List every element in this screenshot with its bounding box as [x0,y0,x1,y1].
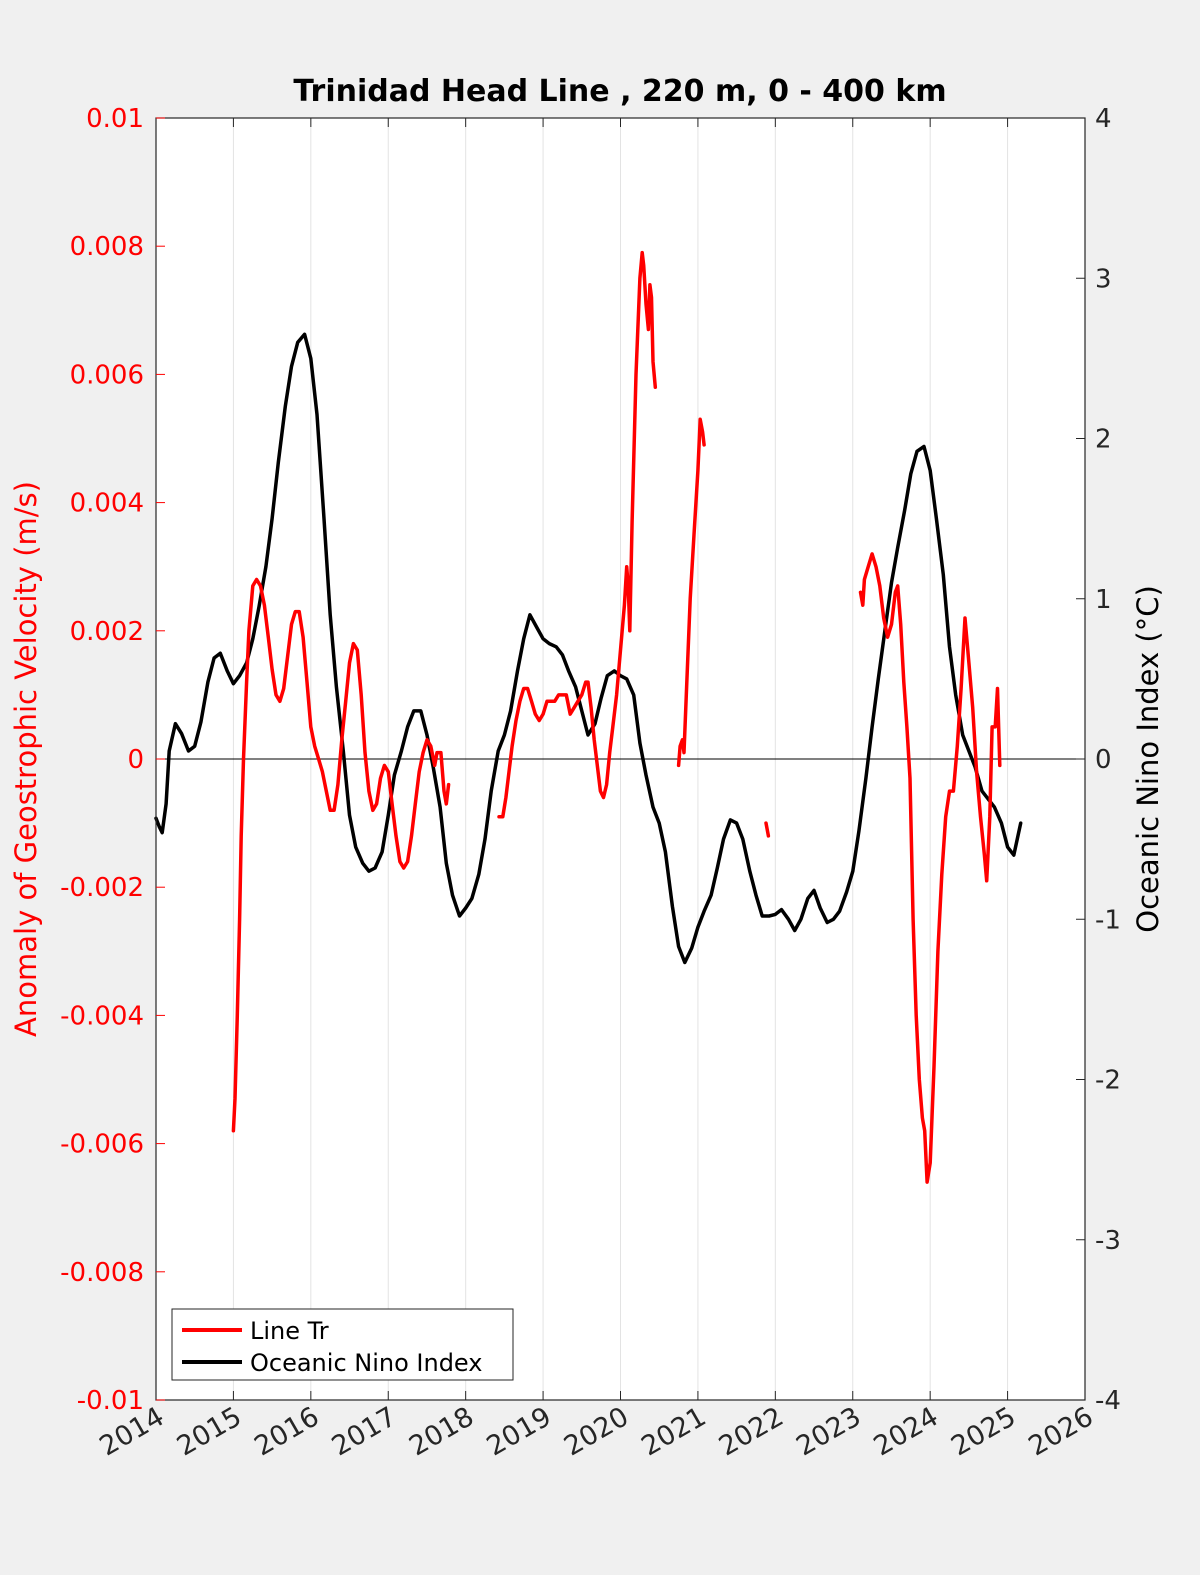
y-left-tick-label: 0.006 [70,360,144,390]
y-right-tick-label: 4 [1095,104,1112,134]
y-right-tick-label: -1 [1095,905,1121,935]
y-right-tick-label: 2 [1095,425,1112,455]
y-right-tick-label: 3 [1095,264,1112,294]
series-line-tr [858,552,1002,1184]
right-y-axis: -4 -3 -2 -1 0 1 2 3 4 [1076,104,1121,1416]
series-line-tr [497,250,658,819]
right-y-axis-label: Oceanic Nino Index (°C) [1131,585,1165,933]
y-left-tick-label: -0.004 [60,1001,144,1031]
y-right-tick-label: 0 [1095,745,1112,775]
series-line-tr [764,821,771,838]
y-right-tick-label: -3 [1095,1226,1121,1256]
y-left-tick-label: 0 [127,745,144,775]
y-left-tick-label: -0.006 [60,1130,144,1160]
left-y-axis: -0.01 -0.008 -0.006 -0.004 -0.002 0 0.002 0.004… [60,104,165,1416]
left-y-axis-label: Anomaly of Geostrophic Velocity (m/s) [9,481,43,1037]
series-oceanic-nino-index [154,332,1023,965]
legend-label-oni: Oceanic Nino Index [250,1349,482,1377]
y-left-tick-label: 0.01 [86,104,144,134]
legend-label-line-tr: Line Tr [250,1317,329,1345]
y-left-tick-label: -0.01 [77,1386,144,1416]
y-left-tick-label: -0.008 [60,1258,144,1288]
y-left-tick-label: -0.002 [60,873,144,903]
series-layer [154,250,1023,1184]
y-left-tick-label: 0.002 [70,617,144,647]
series-line-tr [231,577,451,1133]
y-left-tick-label: 0.008 [70,232,144,262]
y-right-tick-label: -2 [1095,1066,1121,1096]
chart-title: Trinidad Head Line , 220 m, 0 - 400 km [293,74,946,109]
series-line-tr [676,417,706,768]
y-left-tick-label: 0.004 [70,489,144,519]
y-right-tick-label: -4 [1095,1386,1121,1416]
y-right-tick-label: 1 [1095,585,1112,615]
legend: Line Tr Oceanic Nino Index [171,1308,514,1381]
legend-box [171,1308,514,1381]
